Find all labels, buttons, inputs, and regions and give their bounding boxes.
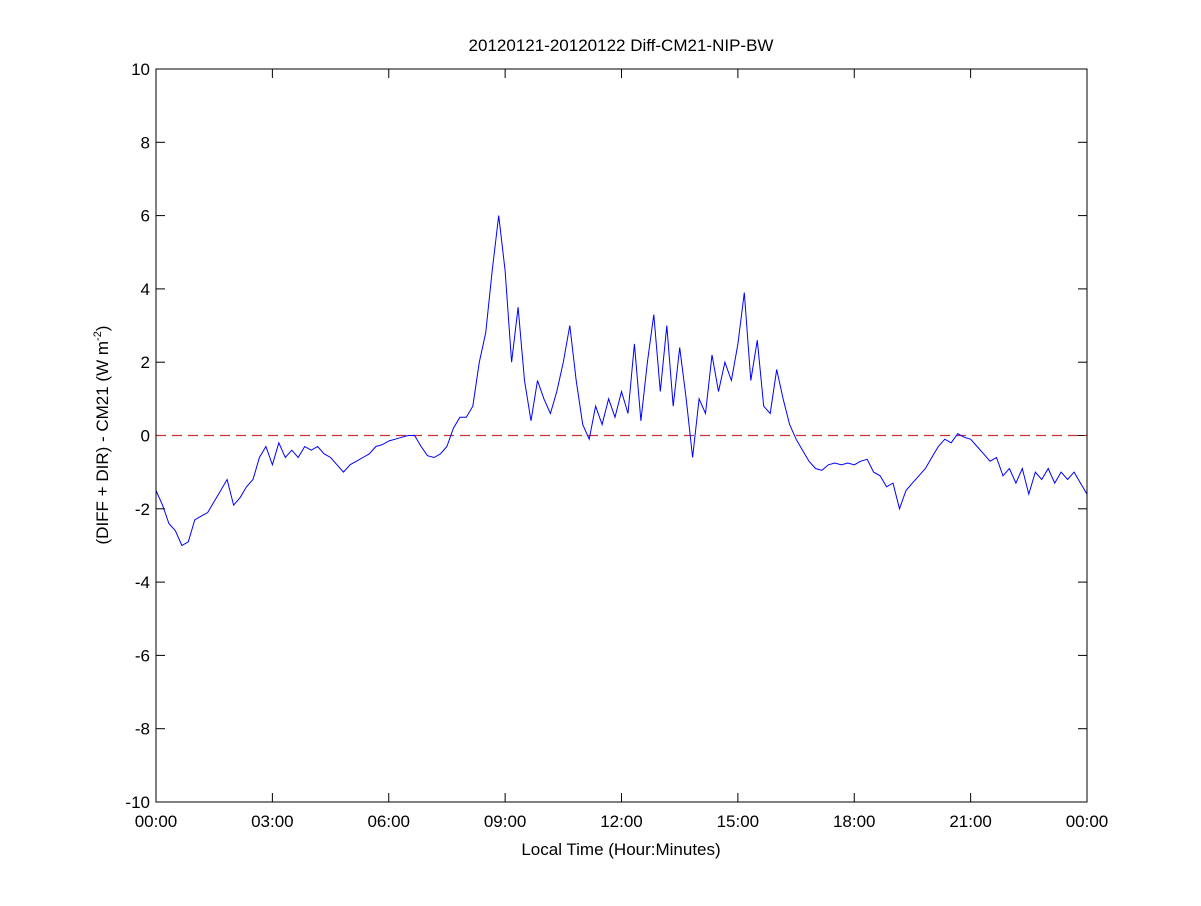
y-tick-label: 8 xyxy=(141,133,150,152)
x-tick-label: 12:00 xyxy=(600,812,643,831)
y-tick-label: -10 xyxy=(125,793,150,812)
x-tick-label: 18:00 xyxy=(833,812,876,831)
axis-ticks: 00:00 03:00 06:00 09:00 12:00 15:00 18:00 21:00… xyxy=(125,60,1108,831)
x-tick-label: 15:00 xyxy=(717,812,760,831)
x-tick-label: 21:00 xyxy=(949,812,992,831)
y-tick-label: 2 xyxy=(141,353,150,372)
y-tick-label: -6 xyxy=(135,646,150,665)
y-tick-label: 0 xyxy=(141,427,150,446)
y-tick-label: -8 xyxy=(135,720,150,739)
y-axis-label-close: ) xyxy=(93,326,112,332)
y-tick-label: 10 xyxy=(131,60,150,79)
y-tick-label: -4 xyxy=(135,573,150,592)
y-axis-label-sup: -2 xyxy=(92,331,104,341)
x-tick-label: 00:00 xyxy=(1066,812,1109,831)
x-tick-label: 03:00 xyxy=(251,812,294,831)
chart-title: 20120121-20120122 Diff-CM21-NIP-BW xyxy=(469,36,774,55)
y-axis-label-main: (DIFF + DIR) - CM21 (W m xyxy=(93,341,112,545)
x-tick-label: 09:00 xyxy=(484,812,527,831)
y-tick-label: 6 xyxy=(141,207,150,226)
y-tick-label: 4 xyxy=(141,280,150,299)
y-tick-label: -2 xyxy=(135,500,150,519)
plot-area xyxy=(156,216,1087,546)
series-line xyxy=(156,216,1087,546)
y-axis-label: (DIFF + DIR) - CM21 (W m-2) xyxy=(92,326,112,545)
x-tick-label: 00:00 xyxy=(135,812,178,831)
x-tick-label: 06:00 xyxy=(367,812,410,831)
x-axis-label: Local Time (Hour:Minutes) xyxy=(521,840,720,859)
